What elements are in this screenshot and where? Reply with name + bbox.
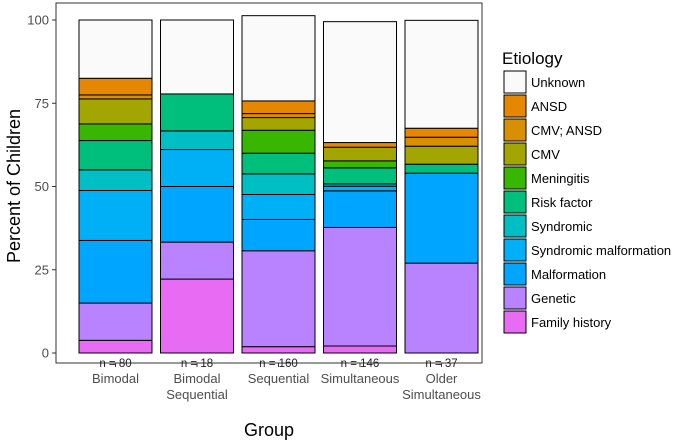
bar-segment-syndromic [78, 169, 153, 191]
bar-segment-cmv [323, 146, 397, 162]
bar-segment-cmv [241, 117, 316, 131]
y-tick-label: 100 [27, 13, 49, 28]
bar-segment-family-history [78, 339, 153, 354]
bar-segment-cmv-ansd [404, 136, 479, 147]
bar-segment-genetic [160, 241, 234, 280]
x-axis: Bimodal Bimodal Sequential Sequential Simult… [92, 363, 481, 402]
bar-segment-ansd [323, 142, 397, 148]
bar-segment-meningitis [78, 123, 153, 142]
bar-segment-meningitis [241, 129, 316, 154]
bar-segment-malformation [78, 239, 153, 304]
y-tick-label: 75 [35, 96, 49, 111]
legend-key-genetic [503, 286, 527, 310]
legend-label-family-history: Family history [531, 315, 612, 330]
bar-segment-unknown [404, 19, 479, 129]
legend-label-cmv-ansd: CMV; ANSD [531, 123, 602, 138]
legend-key-unknown [503, 70, 527, 94]
legend-key-risk-factor [503, 190, 527, 214]
bar-segment-ansd [404, 127, 479, 138]
bar-segment-unknown [160, 19, 234, 95]
bar-segment-syndromic-malformation [160, 149, 234, 188]
y-axis: 0 25 50 75 100 [27, 13, 56, 361]
legend-key-syndromic-malformation [503, 238, 527, 262]
bar-segment-genetic [241, 250, 316, 348]
legend-title: Etiology [502, 49, 563, 68]
bar-segment-malformation [323, 190, 397, 228]
legend-key-cmv [503, 142, 527, 166]
y-tick-label: 0 [42, 346, 49, 361]
bar-segment-unknown [323, 21, 397, 144]
bar-segment-unknown [78, 19, 153, 79]
x-tick-label: Bimodal [92, 371, 139, 386]
bar-segment-family-history [323, 345, 397, 354]
bar-segment-family-history [241, 346, 316, 354]
bar-segment-malformation [241, 218, 316, 252]
x-tick-label: Sequential [248, 371, 310, 386]
bar-segment-family-history [160, 278, 234, 354]
y-axis-title: Percent of Children [4, 109, 24, 263]
bar-segment-risk-factor [160, 93, 234, 132]
bar-segment-malformation [160, 186, 234, 243]
bar-segment-genetic [323, 226, 397, 347]
bar-segment-syndromic-malformation [241, 193, 316, 220]
x-tick-label: Simultaneous [321, 371, 400, 386]
bar-segment-risk-factor [241, 152, 316, 175]
legend-label-meningitis: Meningitis [531, 171, 590, 186]
bar-segment-cmv [404, 145, 479, 165]
legend-label-malformation: Malformation [531, 267, 606, 282]
bar-segment-cmv [78, 98, 153, 125]
legend-key-ansd [503, 94, 527, 118]
bar-segment-ansd [241, 100, 316, 115]
legend-key-family-history [503, 310, 527, 334]
bar-segment-syndromic-malformation [78, 189, 153, 241]
y-tick-label: 50 [35, 179, 49, 194]
legend-label-ansd: ANSD [531, 99, 567, 114]
legend-key-syndromic [503, 214, 527, 238]
bar-segment-ansd [78, 77, 153, 96]
legend-label-cmv: CMV [531, 147, 560, 162]
bar-segment-cmv-ansd [241, 113, 316, 119]
legend-label-unknown: Unknown [531, 75, 585, 90]
bar-segment-syndromic [160, 130, 234, 151]
legend-key-cmv-ansd [503, 118, 527, 142]
x-axis-title: Group [244, 420, 294, 440]
y-tick-label: 25 [35, 262, 49, 277]
legend-label-genetic: Genetic [531, 291, 576, 306]
bar-segment-syndromic-malformation [323, 185, 397, 192]
bar-group: n = 80 n = 18 n = 160 n = 146 n = 37 [78, 15, 479, 370]
x-tick-label: Bimodal Sequential [166, 371, 228, 402]
legend-key-meningitis [503, 166, 527, 190]
bar-segment-genetic [404, 262, 479, 354]
legend-label-syndromic: Syndromic [531, 219, 593, 234]
legend-label-syndromic-malformation: Syndromic malformation [531, 243, 671, 258]
legend-label-risk-factor: Risk factor [531, 195, 593, 210]
legend: Etiology Unknown ANSD CMV; ANSD CMV Meningit… [502, 49, 671, 334]
legend-key-malformation [503, 262, 527, 286]
x-tick-label: Older Simultaneous [402, 371, 481, 402]
bar-segment-cmv-ansd [78, 94, 153, 100]
bar-segment-genetic [78, 302, 153, 341]
bar-segment-risk-factor [323, 167, 397, 185]
bar-segment-risk-factor [404, 163, 479, 174]
bar-segment-meningitis [323, 160, 397, 169]
bar-segment-syndromic [241, 173, 316, 195]
bar-segment-malformation [404, 172, 479, 264]
bar-segment-risk-factor [78, 140, 153, 171]
bar-segment-unknown [241, 15, 316, 102]
